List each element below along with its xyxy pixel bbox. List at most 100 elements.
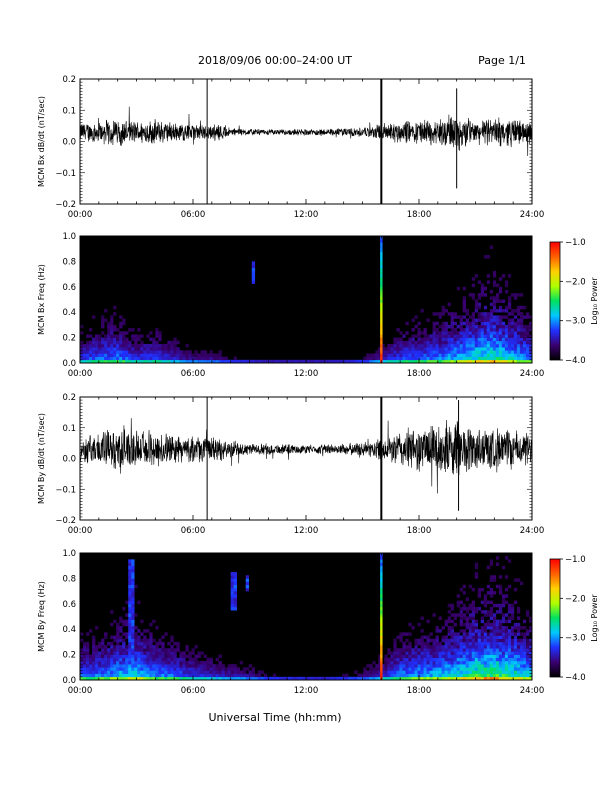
heatmap-cell [498, 309, 503, 313]
heatmap-cell [116, 641, 120, 646]
heatmap-cell [119, 667, 123, 671]
heatmap-cell [218, 664, 222, 668]
heatmap-cell [468, 657, 473, 662]
heatmap-cell [489, 334, 494, 338]
heatmap-cell [522, 635, 527, 640]
heatmap-cell [450, 635, 454, 640]
heatmap-cell [402, 641, 406, 646]
heatmap-cell [89, 343, 93, 348]
heatmap-cell [381, 664, 385, 668]
heatmap-cell [254, 673, 259, 678]
heatmap-cell [462, 299, 466, 303]
heatmap-cell [444, 350, 448, 354]
heatmap-cell [134, 350, 138, 354]
heatmap-cell [510, 606, 515, 611]
heatmap-cell [83, 359, 87, 364]
heatmap-cell [480, 315, 485, 319]
broadband-event [380, 261, 383, 265]
heatmap-cell [128, 673, 132, 678]
heatmap-cell [480, 610, 485, 614]
heatmap-cell [170, 651, 174, 655]
heatmap-cell [411, 660, 415, 665]
page-title: 2018/09/06 00:00–24:00 UT [198, 54, 352, 67]
heatmap-cell [477, 350, 482, 354]
heatmap-cell [128, 629, 132, 633]
heatmap-cell [146, 347, 150, 351]
heatmap-cell [501, 651, 506, 655]
broadband-event [380, 597, 383, 601]
heatmap-cell [441, 331, 445, 335]
heatmap-cell [498, 286, 503, 291]
heatmap-cell [528, 359, 533, 364]
heatmap-cell [483, 664, 488, 668]
heatmap-cell [459, 334, 463, 338]
heatmap-cell [486, 340, 491, 345]
heatmap-cell [504, 359, 509, 364]
heatmap-cell [197, 664, 201, 668]
heatmap-cell [182, 356, 186, 361]
heatmap-cell [393, 359, 397, 364]
heatmap-cell [432, 312, 436, 316]
heatmap-cell [122, 657, 126, 662]
heatmap-cell [510, 318, 515, 323]
heatmap-cell [525, 610, 530, 614]
heatmap-cell [194, 350, 198, 354]
heatmap-cell [435, 626, 439, 630]
heatmap-cell [483, 356, 488, 361]
heatmap-cell [465, 340, 470, 345]
heatmap-cell [131, 626, 135, 630]
heatmap-cell [128, 353, 132, 357]
broadband-event [380, 334, 383, 338]
heatmap-cell [411, 654, 415, 659]
heatmap-cell [101, 645, 105, 649]
heatmap-cell [89, 334, 93, 338]
heatmap-cell [251, 670, 256, 674]
heatmap-cell [522, 619, 527, 624]
heatmap-cell [408, 676, 412, 681]
broadband-event [380, 670, 383, 674]
heatmap-cell [414, 343, 418, 348]
heatmap-cell [119, 324, 123, 329]
heatmap-cell [459, 600, 463, 605]
heatmap-cell [462, 645, 466, 649]
heatmap-cell [468, 635, 473, 640]
heatmap-cell [203, 353, 207, 357]
heatmap-cell [447, 302, 451, 307]
heatmap-cell [465, 670, 470, 674]
heatmap-cell [86, 676, 90, 681]
heatmap-cell [110, 321, 114, 326]
heatmap-cell [233, 670, 237, 674]
heatmap-cell [513, 657, 518, 662]
heatmap-cell [516, 353, 521, 357]
heatmap-cell [158, 651, 162, 655]
heatmap-cell [471, 359, 476, 364]
heatmap-cell [107, 343, 111, 348]
heatmap-cell [402, 664, 406, 668]
heatmap-cell [107, 651, 111, 655]
heatmap-cell [176, 676, 180, 681]
heatmap-cell [113, 648, 117, 652]
heatmap-cell [459, 654, 463, 659]
heatmap-cell [474, 648, 479, 652]
heatmap-cell [486, 622, 491, 627]
heatmap-cell [387, 670, 391, 674]
heatmap-cell [519, 305, 524, 310]
heatmap-cell [155, 334, 159, 338]
heatmap-cell [393, 347, 397, 351]
heatmap-cell [465, 321, 470, 326]
heatmap-cell [131, 670, 135, 674]
heatmap-cell [131, 664, 135, 668]
heatmap-cell [471, 350, 476, 354]
heatmap-cell [206, 676, 210, 681]
heatmap-cell [170, 359, 174, 364]
heatmap-cell [498, 626, 503, 630]
heatmap-cell [486, 331, 491, 335]
heatmap-cell [432, 657, 436, 662]
heatmap-cell [116, 629, 120, 633]
heatmap-cell [197, 676, 201, 681]
broadband-event [380, 242, 383, 246]
heatmap-cell [450, 664, 454, 668]
heatmap-cell [393, 337, 397, 342]
heatmap-cell [140, 619, 144, 624]
heatmap-cell [227, 676, 231, 681]
